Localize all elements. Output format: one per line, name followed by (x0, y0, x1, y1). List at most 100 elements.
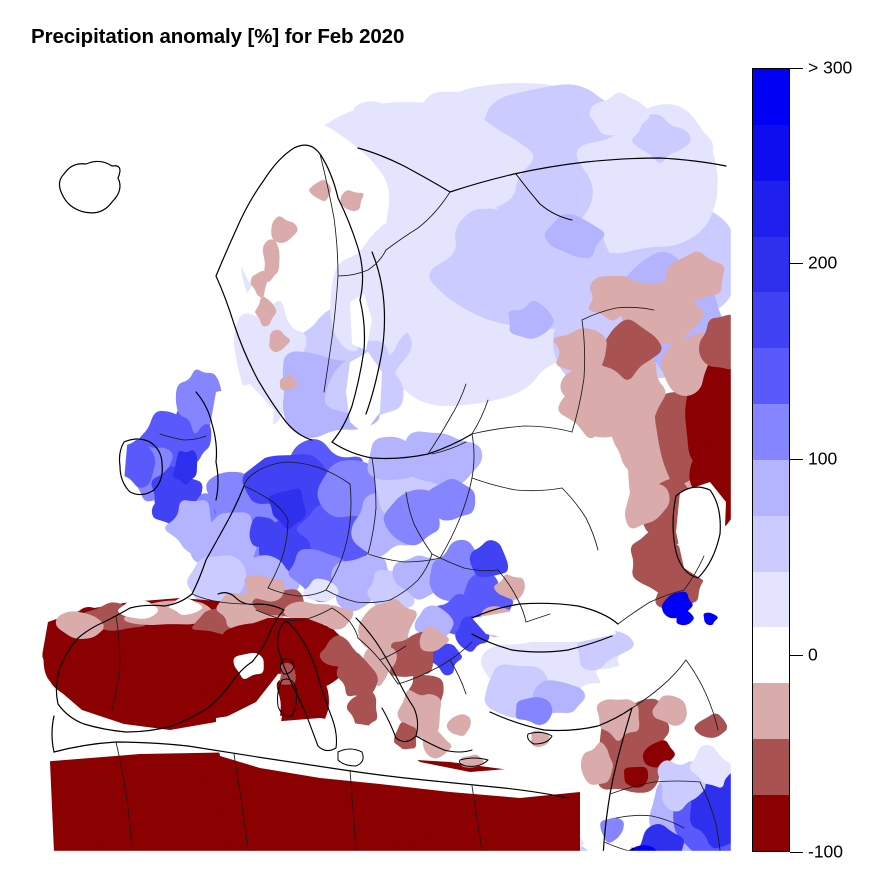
geo-boundary (191, 593, 249, 605)
geo-boundary (111, 615, 121, 711)
geo-boundary (255, 607, 333, 622)
anomaly-patch (418, 91, 474, 137)
geo-boundary (331, 299, 366, 443)
geo-boundary (672, 486, 721, 579)
geo-boundary (53, 741, 569, 799)
geo-boundary (685, 659, 719, 731)
anomaly-patch (414, 605, 455, 638)
anomaly-patch (419, 626, 452, 652)
colorbar-band (753, 683, 789, 740)
anomaly-patch (689, 744, 732, 788)
geo-boundary (243, 461, 351, 487)
colorbar-tick-label: > 300 (808, 57, 853, 78)
colorbar-band (753, 739, 789, 795)
anomaly-patch (404, 431, 484, 490)
anomaly-patch (596, 665, 637, 697)
anomaly-patch (175, 369, 223, 434)
geo-boundary (58, 160, 121, 214)
geo-boundary (365, 251, 386, 415)
colorbar-band (753, 571, 789, 628)
geo-boundary (561, 487, 599, 551)
anomaly-patch (353, 101, 398, 138)
colorbar-tick (790, 852, 803, 853)
geo-boundary (118, 438, 163, 496)
anomaly-patch (57, 764, 220, 844)
colorbar-band (753, 348, 789, 405)
geo-boundary (385, 191, 451, 251)
anomaly-patch (187, 555, 247, 606)
ocean-mask (676, 482, 726, 582)
geo-boundary (471, 785, 483, 852)
anomaly-patch (652, 695, 687, 726)
colorbar-tick-label: 0 (808, 644, 818, 665)
anomaly-patch (309, 180, 332, 202)
colorbar-tick (790, 654, 803, 656)
geo-boundary (471, 633, 613, 653)
geo-boundary (683, 555, 705, 591)
geo-boundary (497, 569, 527, 623)
anomaly-patch (392, 555, 444, 600)
anomaly-patch (250, 270, 269, 298)
geo-boundary (331, 607, 359, 639)
geography-lines (20, 62, 732, 852)
geo-boundary (449, 659, 467, 695)
anomaly-patch (269, 329, 292, 353)
geo-boundary (427, 383, 467, 455)
geo-boundary (215, 144, 364, 301)
colorbar-tick-label: -100 (808, 841, 844, 862)
geo-boundary (615, 814, 685, 829)
geo-boundary (415, 735, 473, 753)
anomaly-patch (630, 529, 692, 595)
anomaly-patch (303, 578, 340, 602)
anomaly-patch (331, 555, 399, 612)
geo-boundary (379, 645, 407, 661)
anomaly-patch (271, 216, 300, 243)
geo-boundary (471, 602, 619, 625)
geo-boundary (331, 433, 473, 460)
geo-boundary (267, 587, 327, 597)
geo-boundary (55, 485, 245, 725)
ocean-mask (216, 718, 580, 798)
anomaly-patch (703, 612, 719, 626)
geo-boundary (405, 491, 433, 555)
colorbar-band (753, 69, 789, 125)
anomaly-patch (283, 677, 303, 726)
colorbar-band (753, 404, 789, 460)
geo-boundary (449, 157, 727, 193)
geo-boundary (515, 173, 573, 221)
anomaly-patch (553, 328, 607, 374)
geo-boundary (349, 769, 357, 852)
ocean-mask (472, 610, 616, 642)
geo-boundary (215, 275, 313, 441)
anomaly-patch (320, 605, 354, 630)
precipitation-anomaly-map (20, 62, 732, 852)
geo-boundary (389, 553, 433, 601)
geo-boundary (459, 757, 489, 767)
anomaly-patch (558, 383, 617, 439)
anomaly-patch (244, 574, 285, 602)
geo-boundary (325, 589, 391, 604)
colorbar-band (753, 627, 789, 684)
geo-boundary (159, 433, 207, 441)
anomaly-patch (413, 782, 553, 852)
colorbar-band (753, 124, 789, 181)
anomaly-patch (173, 450, 198, 485)
ocean-mask (20, 62, 140, 852)
geo-boundary (525, 613, 551, 623)
geo-boundary (489, 707, 633, 732)
anomaly-patch (249, 516, 281, 548)
geo-boundary (367, 457, 377, 555)
anomaly-color-field (20, 62, 732, 852)
anomaly-patch (283, 601, 332, 629)
anomaly-patch (340, 190, 364, 212)
geo-boundary (115, 741, 133, 847)
anomaly-patch (597, 319, 665, 380)
geo-boundary (357, 147, 451, 193)
geo-boundary (471, 477, 563, 492)
colorbar-tick (790, 262, 803, 264)
anomaly-patch (676, 609, 695, 626)
map-frame (20, 62, 732, 852)
geo-boundary (581, 306, 655, 321)
geo-boundary (217, 592, 285, 663)
geo-boundary (83, 661, 253, 733)
